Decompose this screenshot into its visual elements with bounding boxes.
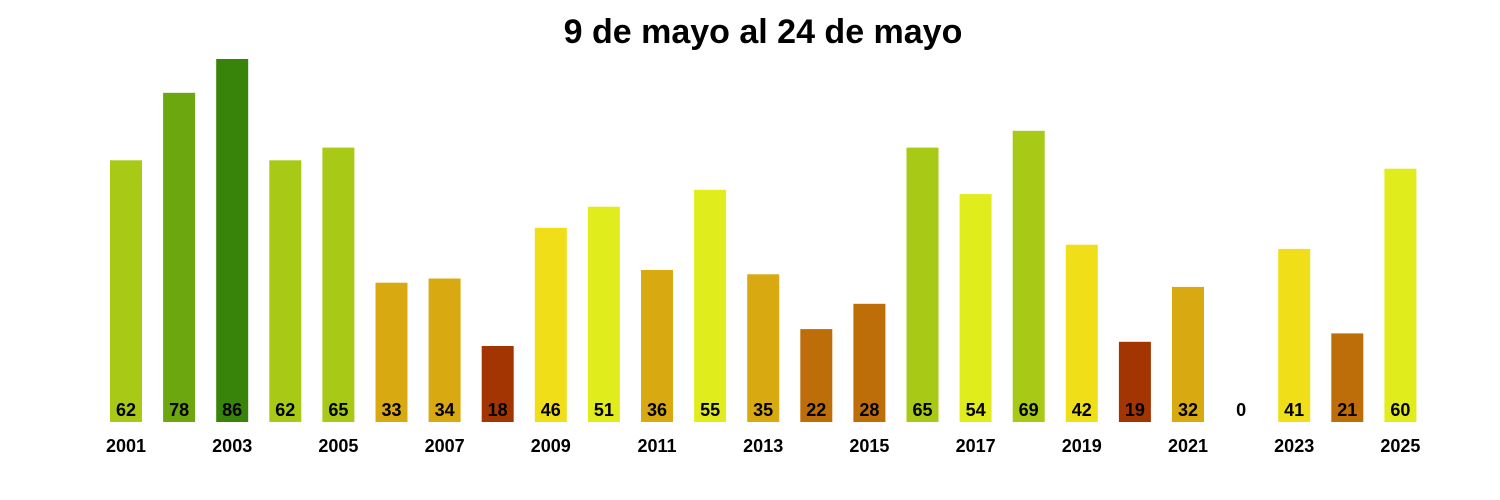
x-tick-label-2005: 2005 <box>318 436 358 456</box>
value-label-2019: 42 <box>1072 400 1092 420</box>
value-label-2015: 28 <box>859 400 879 420</box>
bar-2008 <box>481 346 514 422</box>
bar-2010 <box>587 206 620 422</box>
value-label-2013: 35 <box>753 400 773 420</box>
x-tick-label-2001: 2001 <box>106 436 146 456</box>
bar-2015 <box>853 303 886 422</box>
value-label-2004: 62 <box>275 400 295 420</box>
value-label-2012: 55 <box>700 400 720 420</box>
bar-2019 <box>1065 244 1098 422</box>
bars-layer <box>110 59 1417 423</box>
value-label-2024: 21 <box>1337 400 1357 420</box>
value-label-2014: 22 <box>806 400 826 420</box>
value-label-2009: 46 <box>541 400 561 420</box>
bar-2023 <box>1278 248 1311 422</box>
x-tick-label-2025: 2025 <box>1380 436 1420 456</box>
x-tick-label-2015: 2015 <box>849 436 889 456</box>
bar-2013 <box>747 274 780 422</box>
value-label-2001: 62 <box>116 400 136 420</box>
value-label-2002: 78 <box>169 400 189 420</box>
x-tick-label-2017: 2017 <box>956 436 996 456</box>
value-label-2016: 65 <box>912 400 932 420</box>
x-tick-label-2013: 2013 <box>743 436 783 456</box>
bar-2004 <box>269 160 302 423</box>
x-tick-label-2003: 2003 <box>212 436 252 456</box>
x-tick-label-2007: 2007 <box>425 436 465 456</box>
x-tick-label-2021: 2021 <box>1168 436 1208 456</box>
x-tick-label-2019: 2019 <box>1062 436 1102 456</box>
value-label-2006: 33 <box>381 400 401 420</box>
bar-2011 <box>641 270 673 422</box>
value-label-2022: 0 <box>1236 400 1246 420</box>
bar-2002 <box>163 92 196 423</box>
value-label-2011: 36 <box>647 400 667 420</box>
value-label-2005: 65 <box>328 400 348 420</box>
value-label-2007: 34 <box>435 400 455 420</box>
value-label-2017: 54 <box>966 400 986 420</box>
bar-2009 <box>534 227 567 422</box>
bar-2024 <box>1331 333 1364 422</box>
value-label-2021: 32 <box>1178 400 1198 420</box>
value-label-2025: 60 <box>1390 400 1410 420</box>
bar-2012 <box>694 189 727 422</box>
bar-2007 <box>428 278 461 422</box>
chart-title: 9 de mayo al 24 de mayo <box>564 13 963 51</box>
bar-2020 <box>1118 341 1151 422</box>
value-label-2010: 51 <box>594 400 614 420</box>
x-tick-label-2011: 2011 <box>637 436 676 456</box>
x-tick-label-2009: 2009 <box>531 436 571 456</box>
value-label-2023: 41 <box>1284 400 1304 420</box>
bar-2003 <box>216 59 249 422</box>
x-axis-tick-labels: 2001 2003 2005 2007 2009 2011 2013 2015 2017 2019… <box>106 436 1420 456</box>
value-labels-layer: 62 78 86 62 65 33 34 18 46 51 36 55 35 22 28 65 54 69 42 19… <box>116 400 1410 420</box>
bar-2006 <box>375 282 408 422</box>
bar-2021 <box>1172 286 1204 422</box>
value-label-2018: 69 <box>1019 400 1039 420</box>
bar-2017 <box>959 194 992 422</box>
bar-2014 <box>800 329 833 422</box>
x-tick-label-2023: 2023 <box>1274 436 1314 456</box>
bar-2005 <box>322 147 355 422</box>
value-label-2003: 86 <box>222 400 242 420</box>
bar-2025 <box>1384 168 1417 422</box>
value-label-2020: 19 <box>1125 400 1145 420</box>
bar-2001 <box>110 160 142 423</box>
value-label-2008: 18 <box>488 400 508 420</box>
bar-2016 <box>906 147 939 422</box>
bar-2018 <box>1012 130 1045 423</box>
